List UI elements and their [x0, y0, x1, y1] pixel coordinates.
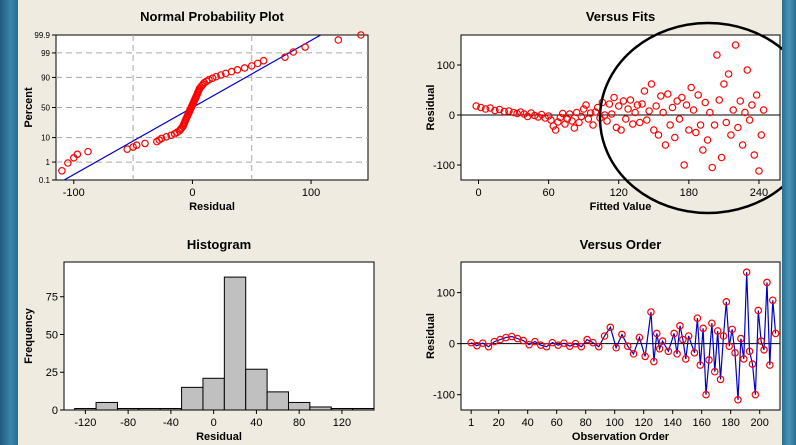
y-tick-label: 1 [46, 158, 51, 167]
histogram-bar [182, 387, 203, 410]
histogram-bar [246, 369, 267, 410]
x-tick-label: 120 [635, 417, 653, 429]
histogram-bar [75, 408, 96, 410]
y-axis-label: Residual [425, 85, 437, 131]
chart-title: Versus Order [580, 237, 662, 252]
x-tick-label: 160 [693, 417, 711, 429]
y-tick-label: 25 [46, 367, 58, 379]
histogram-bar [117, 408, 138, 410]
x-axis-label: Residual [189, 201, 235, 213]
y-tick-label: 0 [52, 405, 58, 417]
histogram-bar [224, 277, 245, 410]
y-tick-label: 0 [449, 110, 455, 122]
chart-title: Normal Probability Plot [140, 9, 284, 24]
x-tick-label: 200 [751, 417, 769, 429]
x-tick-label: 100 [302, 187, 320, 199]
x-tick-label: 180 [722, 417, 740, 429]
histogram-bar [203, 378, 224, 410]
y-axis-label: Residual [425, 313, 437, 359]
x-tick-label: 40 [250, 417, 262, 429]
y-tick-label: 99.9 [34, 31, 50, 40]
histogram-bar [310, 407, 331, 410]
y-tick-label: 100 [437, 288, 455, 300]
y-axis-label: Frequency [23, 307, 35, 364]
histogram-bar [267, 392, 288, 410]
x-tick-label: 80 [293, 417, 305, 429]
x-tick-label: 0 [211, 417, 217, 429]
x-tick-label: 60 [543, 187, 555, 199]
x-tick-label: 0 [189, 187, 195, 199]
y-tick-label: 99 [41, 49, 50, 58]
y-tick-label: 10 [41, 134, 50, 143]
y-tick-label: 50 [46, 329, 58, 341]
x-tick-label: -100 [63, 187, 85, 199]
x-tick-label: 60 [551, 417, 563, 429]
y-tick-label: 50 [41, 104, 50, 113]
histogram-bar [353, 408, 374, 410]
x-tick-label: 0 [475, 187, 481, 199]
x-tick-label: -80 [120, 417, 136, 429]
y-tick-label: 75 [46, 292, 58, 304]
y-axis-label: Percent [23, 87, 35, 128]
y-tick-label: -100 [433, 390, 455, 402]
window-right-border [782, 0, 796, 445]
histogram-bar [331, 408, 352, 410]
x-tick-label: 20 [493, 417, 505, 429]
y-tick-label: 0.1 [39, 176, 51, 185]
x-axis-label: Fitted Value [590, 201, 652, 213]
histogram-bar [288, 402, 309, 410]
x-tick-label: 100 [606, 417, 624, 429]
y-tick-label: 100 [437, 60, 455, 72]
y-tick-label: 90 [41, 73, 50, 82]
x-axis-label: Residual [196, 431, 242, 443]
x-tick-label: 80 [580, 417, 592, 429]
x-tick-label: -40 [163, 417, 179, 429]
x-tick-label: 120 [610, 187, 628, 199]
chart-title: Versus Fits [586, 9, 655, 24]
x-tick-label: 1 [468, 417, 474, 429]
chart-title: Histogram [187, 237, 251, 252]
x-axis-label: Observation Order [572, 431, 670, 443]
minitab-four-in-one-plot: 0.1 1 10 50 90 99 99.9 -100 0 100 Normal Probabili… [18, 0, 782, 445]
x-tick-label: 140 [664, 417, 682, 429]
x-tick-label: -120 [74, 417, 96, 429]
x-tick-label: 180 [680, 187, 698, 199]
x-tick-label: 120 [333, 417, 351, 429]
window-left-border [0, 0, 18, 445]
histogram-bar [139, 408, 160, 410]
histogram-bar [96, 402, 117, 410]
y-tick-label: -100 [433, 160, 455, 172]
x-tick-label: 40 [522, 417, 534, 429]
histogram-bar [160, 408, 181, 410]
y-tick-label: 0 [449, 339, 455, 351]
